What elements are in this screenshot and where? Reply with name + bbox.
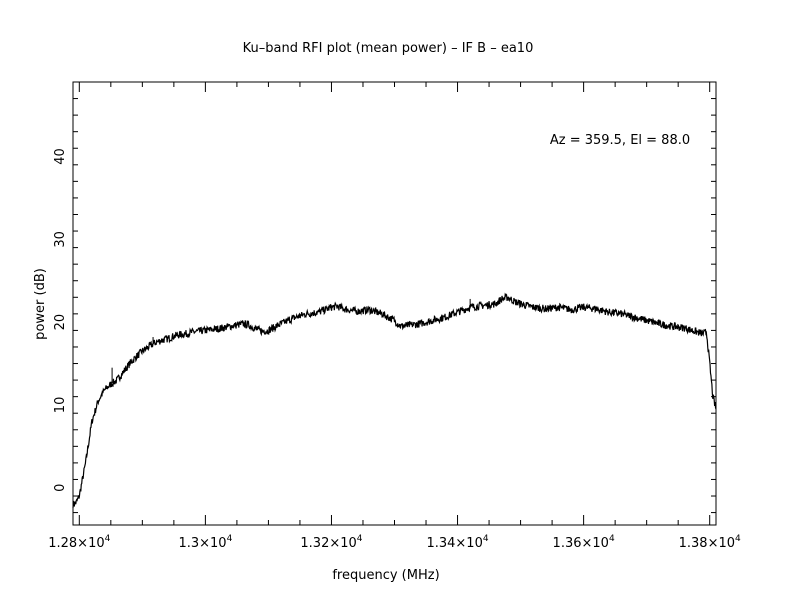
x-tick-label: 1.3×104: [178, 534, 232, 551]
x-tick-label: 1.38×104: [679, 534, 741, 551]
y-tick-label: 40: [53, 148, 68, 165]
y-tick-label: 30: [53, 231, 68, 248]
x-tick-label: 1.32×104: [300, 534, 362, 551]
x-tick-label: 1.36×104: [553, 534, 615, 551]
y-tick-label: 0: [53, 484, 68, 492]
y-tick-label: 10: [53, 397, 68, 414]
x-axis-label: frequency (MHz): [332, 568, 439, 583]
y-axis-label: power (dB): [33, 268, 48, 340]
x-axis: 1.28×104 1.3×104 1.32×104 1.34×104 1.36×104 1…: [48, 82, 741, 551]
y-axis: 0 10 20 30 40: [53, 81, 716, 514]
x-tick-label: 1.28×104: [48, 534, 110, 551]
plot-frame: [72, 81, 717, 526]
chart-title: Ku–band RFI plot (mean power) – IF B – e…: [243, 41, 534, 56]
series-layer: [72, 292, 717, 509]
az-el-annotation: Az = 359.5, El = 88.0: [550, 133, 690, 148]
power-series-line: [72, 292, 717, 509]
x-tick-label: 1.34×104: [426, 534, 488, 551]
y-tick-label: 20: [53, 314, 68, 331]
